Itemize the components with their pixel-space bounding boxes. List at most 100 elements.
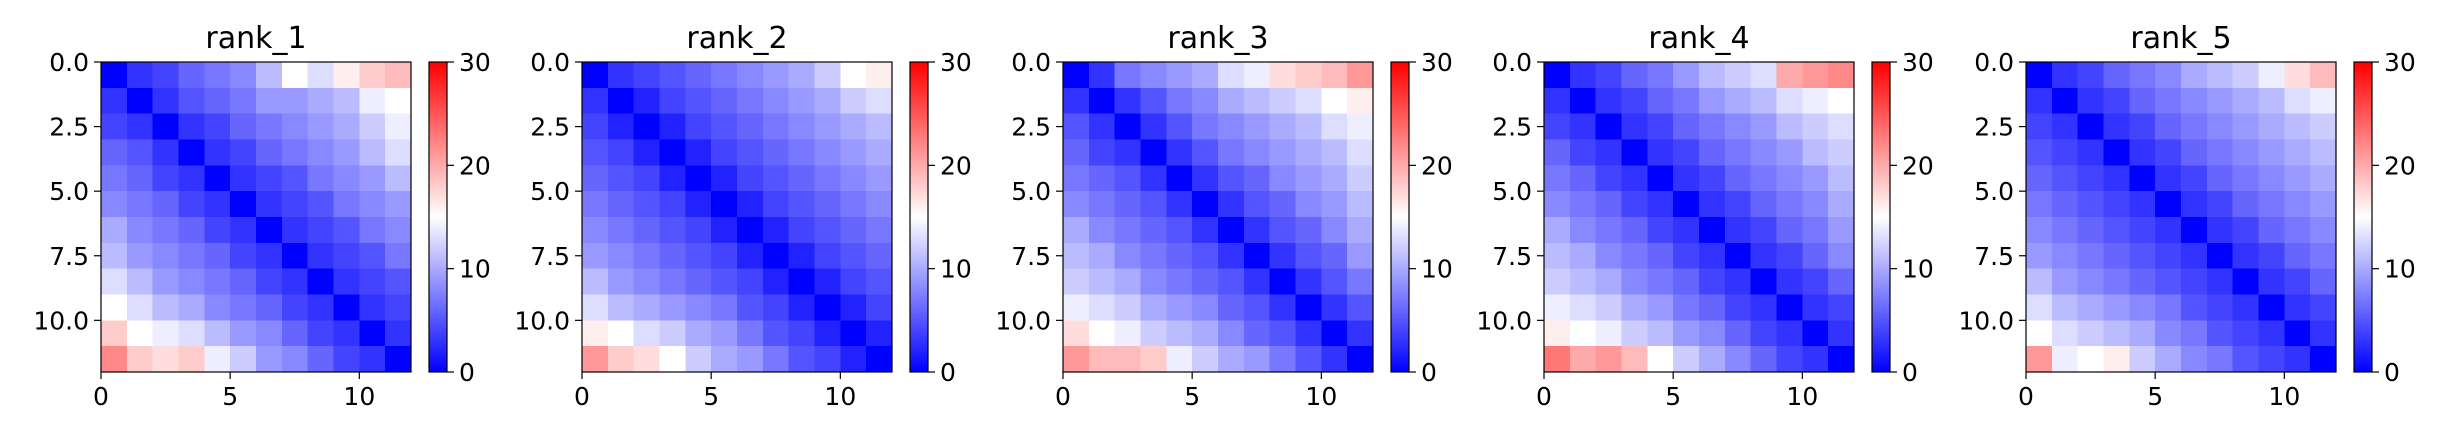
y-tick-label: 0.0 xyxy=(49,48,89,77)
heatmap-cell xyxy=(1776,320,1803,347)
heatmap-cell xyxy=(1140,242,1167,270)
heatmap-cell xyxy=(814,242,841,270)
x-tick-label: 10 xyxy=(1786,382,1818,411)
heatmap-cell xyxy=(1295,242,1322,270)
heatmap-cell xyxy=(204,268,231,296)
colorbar-tick-label: 0 xyxy=(1902,358,1918,387)
heatmap-cell xyxy=(1699,113,1726,141)
heatmap-cell xyxy=(1192,191,1219,218)
heatmap-cell xyxy=(333,191,360,218)
heatmap-cell xyxy=(2129,242,2156,270)
colorbar xyxy=(1390,61,1410,373)
heatmap-cell xyxy=(1621,294,1648,321)
y-tick-label: 10.0 xyxy=(1476,306,1532,335)
heatmap-cell xyxy=(2051,191,2079,218)
heatmap-cell xyxy=(1243,242,1271,270)
heatmap-cell xyxy=(1063,87,1090,115)
heatmap-cell xyxy=(152,87,180,115)
heatmap-cell xyxy=(1321,113,1348,141)
heatmap-cell xyxy=(1595,87,1623,115)
heatmap-cell xyxy=(2181,320,2208,347)
heatmap-cell xyxy=(1295,294,1322,321)
heatmap-cell xyxy=(1218,268,1245,296)
heatmap-cell xyxy=(1776,87,1803,115)
heatmap-cell xyxy=(1621,87,1648,115)
heatmap-cell xyxy=(230,139,257,166)
heatmap-cell xyxy=(1321,217,1348,244)
colorbar xyxy=(909,61,929,373)
heatmap-cell xyxy=(1724,320,1752,347)
heatmap-cell xyxy=(101,346,128,373)
y-tick-label: 10.0 xyxy=(33,306,89,335)
heatmap-cell xyxy=(607,217,635,244)
heatmap-cell xyxy=(1544,113,1571,141)
heatmap-cell xyxy=(1114,139,1142,166)
heatmap-cell xyxy=(2129,217,2156,244)
heatmap-cell xyxy=(659,217,686,244)
heatmap-cell xyxy=(685,191,712,218)
heatmap-cell xyxy=(1166,62,1193,89)
heatmap-cell xyxy=(1621,191,1648,218)
heatmap-cell xyxy=(1243,320,1271,347)
heatmap-cell xyxy=(2155,242,2182,270)
heatmap-cell xyxy=(1647,87,1674,115)
heatmap-cell xyxy=(2026,87,2053,115)
heatmap-cell xyxy=(840,268,867,296)
heatmap-cell xyxy=(126,87,154,115)
heatmap-cell xyxy=(1544,139,1571,166)
heatmap-cell xyxy=(1192,165,1219,192)
heatmap-cell xyxy=(2051,346,2079,373)
heatmap-cell xyxy=(840,294,867,321)
heatmap-cell xyxy=(2181,191,2208,218)
heatmap-cell xyxy=(2051,62,2079,89)
heatmap-cell xyxy=(1140,139,1167,166)
colorbar-tick-label: 10 xyxy=(2384,255,2416,284)
heatmap-cell xyxy=(1218,217,1245,244)
heatmap-cell xyxy=(2258,165,2285,192)
heatmap-cell xyxy=(2155,217,2182,244)
colorbar-tick-label: 10 xyxy=(1421,255,1453,284)
heatmap-cell xyxy=(1166,320,1193,347)
heatmap-cell xyxy=(1569,320,1597,347)
heatmap-cell xyxy=(1347,113,1374,141)
heatmap-cell xyxy=(1544,62,1571,89)
heatmap-cell xyxy=(2232,139,2260,166)
heatmap-cell xyxy=(1347,294,1374,321)
heatmap-cell xyxy=(385,268,412,296)
heatmap-cell xyxy=(1673,165,1700,192)
heatmap-cell xyxy=(333,165,360,192)
x-tick-label: 10 xyxy=(1305,382,1337,411)
y-tick-label: 0.0 xyxy=(1492,48,1532,77)
heatmap-cell xyxy=(1750,217,1778,244)
y-tick-label: 10.0 xyxy=(1958,306,2014,335)
heatmap-cell xyxy=(281,217,309,244)
heatmap-cell xyxy=(152,320,180,347)
heatmap-cell xyxy=(281,242,309,270)
heatmap-cell xyxy=(1088,294,1116,321)
heatmap-cell xyxy=(840,242,867,270)
heatmap-cell xyxy=(2077,113,2105,141)
heatmap-cell xyxy=(1321,87,1348,115)
heatmap-cell xyxy=(1544,268,1571,296)
x-tick-label: 5 xyxy=(222,382,238,411)
heatmap-cell xyxy=(1828,217,1855,244)
x-tick-label: 0 xyxy=(1055,382,1071,411)
heatmap-cell xyxy=(1544,217,1571,244)
heatmap-cell xyxy=(1295,346,1322,373)
heatmap-cell xyxy=(1569,294,1597,321)
heatmap-cell xyxy=(1802,346,1829,373)
heatmap-cell xyxy=(2129,139,2156,166)
heatmap-cell xyxy=(1140,217,1167,244)
heatmap-panel-1: rank_1 0 5 10 0.0 2.5 5.0 7.5 10.0 0 10 20 30 xyxy=(33,21,490,411)
heatmap-cell xyxy=(126,346,154,373)
heatmap-cell xyxy=(582,113,609,141)
heatmap-cell xyxy=(1621,113,1648,141)
heatmap-cell xyxy=(1295,320,1322,347)
heatmap-cell xyxy=(1166,268,1193,296)
heatmap-cell xyxy=(385,217,412,244)
heatmap-cell xyxy=(256,87,283,115)
heatmap-cell xyxy=(1802,113,1829,141)
heatmap-cell xyxy=(1114,294,1142,321)
heatmap-cell xyxy=(204,165,231,192)
heatmap-cell xyxy=(2026,191,2053,218)
